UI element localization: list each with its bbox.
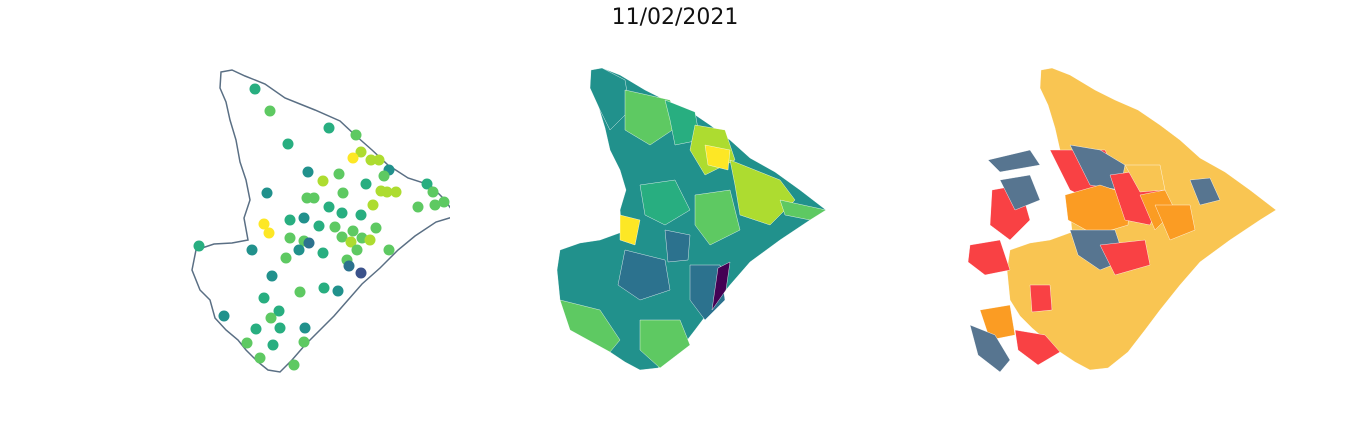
station-point	[429, 199, 441, 211]
station-point	[421, 178, 433, 190]
municipality-region	[1124, 164, 1166, 193]
municipality-region	[589, 67, 631, 131]
station-point	[336, 207, 348, 219]
municipality-region	[1064, 184, 1131, 236]
station-point	[337, 187, 349, 199]
municipality-region	[779, 199, 827, 221]
station-point	[302, 166, 314, 178]
station-point	[350, 129, 362, 141]
station-point	[347, 225, 359, 237]
station-point	[298, 212, 310, 224]
station-point	[254, 352, 266, 364]
station-point	[438, 196, 450, 208]
station-point	[317, 247, 329, 259]
choropleth-continuous-panel	[556, 67, 827, 371]
station-point	[284, 214, 296, 226]
municipality-region	[1189, 177, 1221, 206]
station-point	[258, 218, 270, 230]
station-point	[364, 234, 376, 246]
station-point	[249, 83, 261, 95]
station-point	[318, 282, 330, 294]
station-point	[293, 244, 305, 256]
station-point	[347, 152, 359, 164]
choropleth-categorical-panel	[967, 67, 1277, 373]
municipality-region	[1014, 329, 1061, 366]
station-point	[317, 175, 329, 187]
municipality-region	[999, 174, 1041, 211]
station-point	[355, 267, 367, 279]
municipality-region	[664, 229, 691, 263]
station-point	[263, 227, 275, 239]
station-point	[355, 209, 367, 221]
municipality-region	[639, 319, 691, 369]
municipality-region	[729, 159, 796, 226]
station-point	[329, 221, 341, 233]
municipality-region	[1099, 239, 1151, 276]
station-point	[383, 244, 395, 256]
station-point	[323, 122, 335, 134]
station-point	[218, 310, 230, 322]
municipality-region	[1029, 284, 1053, 313]
station-point	[274, 322, 286, 334]
station-point	[298, 336, 310, 348]
station-point	[367, 199, 379, 211]
station-point	[360, 178, 372, 190]
station-point	[332, 285, 344, 297]
municipality-region	[664, 99, 701, 146]
station-point	[193, 240, 205, 252]
station-point	[265, 312, 277, 324]
station-point	[381, 186, 393, 198]
station-point	[241, 337, 253, 349]
municipality-region	[559, 299, 621, 353]
station-point	[267, 339, 279, 351]
station-point	[412, 201, 424, 213]
station-point	[273, 305, 285, 317]
station-point	[250, 323, 262, 335]
station-point	[303, 237, 315, 249]
municipality-region	[704, 144, 731, 171]
municipality-region	[689, 264, 726, 321]
municipality-region	[694, 189, 741, 246]
station-point	[308, 192, 320, 204]
figure-title: 11/02/2021	[611, 5, 739, 30]
station-point	[343, 260, 355, 272]
station-point	[264, 105, 276, 117]
station-point	[390, 186, 402, 198]
station-point	[323, 201, 335, 213]
municipality-region	[639, 179, 691, 226]
station-point	[284, 232, 296, 244]
municipality-region	[979, 304, 1016, 341]
municipality-region	[987, 149, 1041, 173]
municipality-region	[617, 249, 671, 301]
station-point	[280, 252, 292, 264]
station-point	[373, 154, 385, 166]
station-point	[351, 244, 363, 256]
station-point	[333, 168, 345, 180]
station-point	[258, 292, 270, 304]
point-map-panel	[191, 69, 450, 373]
municipality-region	[1154, 204, 1196, 241]
station-point	[294, 286, 306, 298]
station-point	[370, 222, 382, 234]
station-point	[345, 236, 357, 248]
station-point	[427, 186, 439, 198]
station-point	[288, 359, 300, 371]
station-point	[365, 154, 377, 166]
station-point	[299, 322, 311, 334]
municipality-region	[969, 324, 1011, 373]
station-point	[266, 270, 278, 282]
station-point	[378, 170, 390, 182]
station-point	[313, 220, 325, 232]
station-point	[261, 187, 273, 199]
station-point	[336, 231, 348, 243]
station-point	[355, 146, 367, 158]
municipality-region	[967, 239, 1011, 276]
station-point	[246, 244, 258, 256]
municipality-region	[711, 261, 731, 311]
station-point	[282, 138, 294, 150]
municipality-region	[619, 214, 641, 246]
